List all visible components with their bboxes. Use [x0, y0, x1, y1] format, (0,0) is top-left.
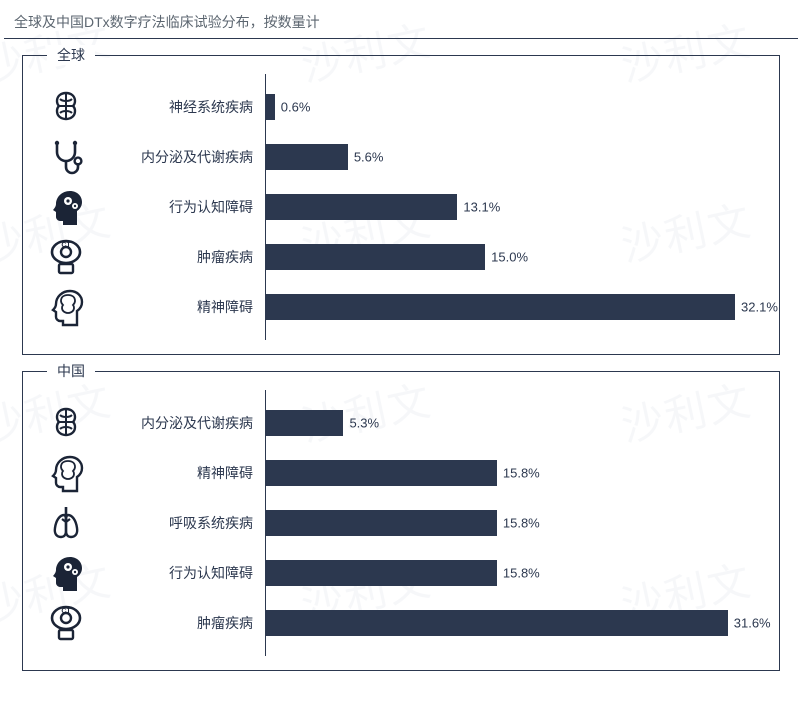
- bar-value-label: 13.1%: [463, 200, 500, 215]
- chart-row: 精神障碍32.1%: [37, 282, 765, 332]
- bar-track: 15.0%: [265, 232, 765, 282]
- stethoscope-icon: [37, 137, 95, 177]
- bar: [266, 560, 497, 586]
- bar-value-label: 0.6%: [281, 100, 311, 115]
- head-gears-icon: [37, 187, 95, 227]
- bar: [266, 510, 497, 536]
- bar-track: 13.1%: [265, 182, 765, 232]
- bar-value-label: 15.8%: [503, 566, 540, 581]
- panel-title: 全球: [47, 45, 95, 65]
- bar: [266, 460, 497, 486]
- bar-track: 31.6%: [265, 598, 765, 648]
- chart-row: 行为认知障碍 13.1%: [37, 182, 765, 232]
- category-label: 神经系统疾病: [95, 97, 265, 117]
- bar-track: 15.8%: [265, 548, 765, 598]
- bar-track: 0.6%: [265, 82, 765, 132]
- category-label: 行为认知障碍: [95, 563, 265, 583]
- page-title: 全球及中国DTx数字疗法临床试验分布，按数量计: [4, 8, 798, 39]
- bar-value-label: 31.6%: [734, 616, 771, 631]
- chart-row: 呼吸系统疾病 15.8%: [37, 498, 765, 548]
- category-label: 内分泌及代谢疾病: [95, 413, 265, 433]
- category-label: 行为认知障碍: [95, 197, 265, 217]
- chart-row: 肿瘤疾病 15.0%: [37, 232, 765, 282]
- category-label: 肿瘤疾病: [95, 247, 265, 267]
- chart-panel: 中国内分泌及代谢疾病5.3%精神障碍15.8%呼吸系统疾病15.8%行为认知障碍…: [22, 371, 780, 671]
- category-label: 内分泌及代谢疾病: [95, 147, 265, 167]
- bar: [266, 194, 457, 220]
- chart-row: 肿瘤疾病31.6%: [37, 598, 765, 648]
- bar-track: 15.8%: [265, 498, 765, 548]
- bar-value-label: 15.8%: [503, 516, 540, 531]
- bar-track: 5.3%: [265, 398, 765, 448]
- head-brain-icon: [37, 287, 95, 327]
- bar-track: 5.6%: [265, 132, 765, 182]
- chart-row: 内分泌及代谢疾病 5.3%: [37, 398, 765, 448]
- bar-value-label: 15.0%: [491, 250, 528, 265]
- category-label: 精神障碍: [95, 297, 265, 317]
- category-label: 呼吸系统疾病: [95, 513, 265, 533]
- bar: [266, 610, 728, 636]
- bar: [266, 94, 275, 120]
- chart-row: 内分泌及代谢疾病 5.6%: [37, 132, 765, 182]
- category-label: 肿瘤疾病: [95, 613, 265, 633]
- head-brain-icon: [37, 453, 95, 493]
- chart-panel: 全球神经系统疾病0.6%内分泌及代谢疾病5.6%行为认知障碍13.1%肿瘤疾病1…: [22, 55, 780, 355]
- lungs-icon: [37, 503, 95, 543]
- bar: [266, 244, 485, 270]
- bar: [266, 410, 343, 436]
- ct-scan-icon: [37, 237, 95, 277]
- brain-icon: [37, 403, 95, 443]
- bar: [266, 144, 348, 170]
- bar-value-label: 15.8%: [503, 466, 540, 481]
- bar: [266, 294, 735, 320]
- bar-track: 15.8%: [265, 448, 765, 498]
- category-label: 精神障碍: [95, 463, 265, 483]
- head-gears-icon: [37, 553, 95, 593]
- chart-row: 精神障碍 15.8%: [37, 448, 765, 498]
- brain-icon: [37, 87, 95, 127]
- bar-value-label: 32.1%: [741, 300, 778, 315]
- panel-title: 中国: [47, 361, 95, 381]
- bar-value-label: 5.6%: [354, 150, 384, 165]
- bar-track: 32.1%: [265, 282, 765, 332]
- ct-scan-icon: [37, 603, 95, 643]
- bar-value-label: 5.3%: [349, 416, 379, 431]
- chart-row: 行为认知障碍 15.8%: [37, 548, 765, 598]
- chart-row: 神经系统疾病 0.6%: [37, 82, 765, 132]
